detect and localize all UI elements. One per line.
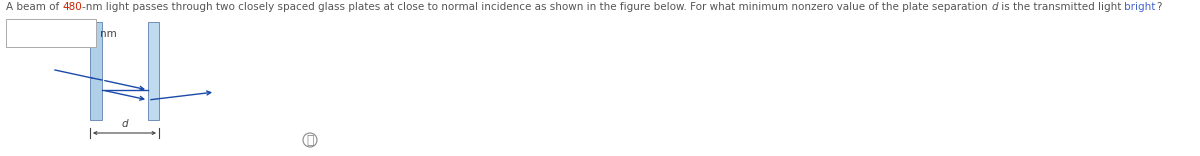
Bar bbox=[148, 22, 158, 120]
Text: ?: ? bbox=[1156, 2, 1162, 12]
Text: 480: 480 bbox=[62, 2, 83, 12]
Text: d: d bbox=[991, 2, 997, 12]
Text: nm: nm bbox=[100, 29, 116, 39]
Text: -nm light passes through two closely spaced glass plates at close to normal inci: -nm light passes through two closely spa… bbox=[83, 2, 991, 12]
Text: is the transmitted light: is the transmitted light bbox=[997, 2, 1124, 12]
Bar bbox=[6, 19, 96, 47]
Ellipse shape bbox=[302, 133, 317, 147]
Text: bright: bright bbox=[1124, 2, 1156, 12]
Bar bbox=[90, 22, 102, 120]
Text: A beam of: A beam of bbox=[6, 2, 62, 12]
Text: ⓘ: ⓘ bbox=[306, 134, 313, 146]
Text: d: d bbox=[121, 119, 128, 129]
